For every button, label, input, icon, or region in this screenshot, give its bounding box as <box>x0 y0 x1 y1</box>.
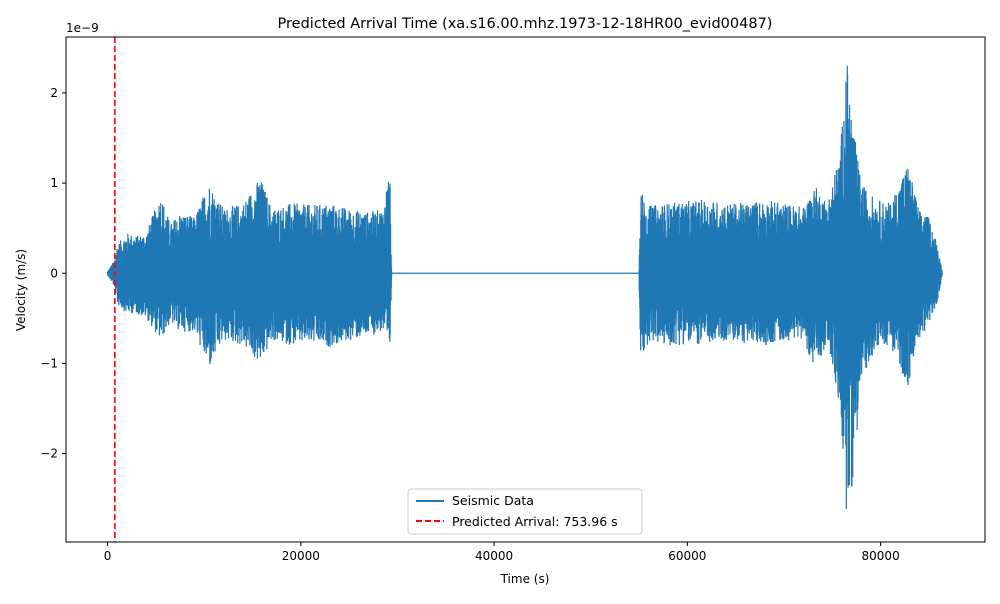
series-layer <box>106 37 944 542</box>
y-tick-label: −2 <box>40 447 58 461</box>
plot-frame <box>65 36 986 543</box>
x-axis-ticks: 0 20000 40000 60000 80000 <box>104 542 900 563</box>
y-tick-label: 1 <box>50 176 58 190</box>
y-tick-label: 2 <box>50 86 58 100</box>
y-axis-offset-text: 1e−9 <box>66 21 99 35</box>
y-axis-label: Velocity (m/s) <box>14 249 28 331</box>
legend-label-predicted-arrival: Predicted Arrival: 753.96 s <box>452 514 618 529</box>
seismic-data-line <box>106 65 944 510</box>
legend-box <box>407 488 643 535</box>
chart-legend: Seismic Data Predicted Arrival: 753.96 s <box>407 488 643 535</box>
x-axis-label: Time (s) <box>500 572 550 586</box>
y-axis-ticks: −2 −1 0 1 2 <box>40 86 66 461</box>
y-tick-label: −1 <box>40 356 58 370</box>
legend-label-seismic-data: Seismic Data <box>452 493 534 508</box>
x-tick-label: 0 <box>104 549 112 563</box>
x-tick-label: 80000 <box>862 549 900 563</box>
chart-title: Predicted Arrival Time (xa.s16.00.mhz.19… <box>278 16 773 32</box>
y-tick-label: 0 <box>50 266 58 280</box>
x-tick-label: 60000 <box>668 549 706 563</box>
x-tick-label: 40000 <box>475 549 513 563</box>
x-tick-label: 20000 <box>282 549 320 563</box>
